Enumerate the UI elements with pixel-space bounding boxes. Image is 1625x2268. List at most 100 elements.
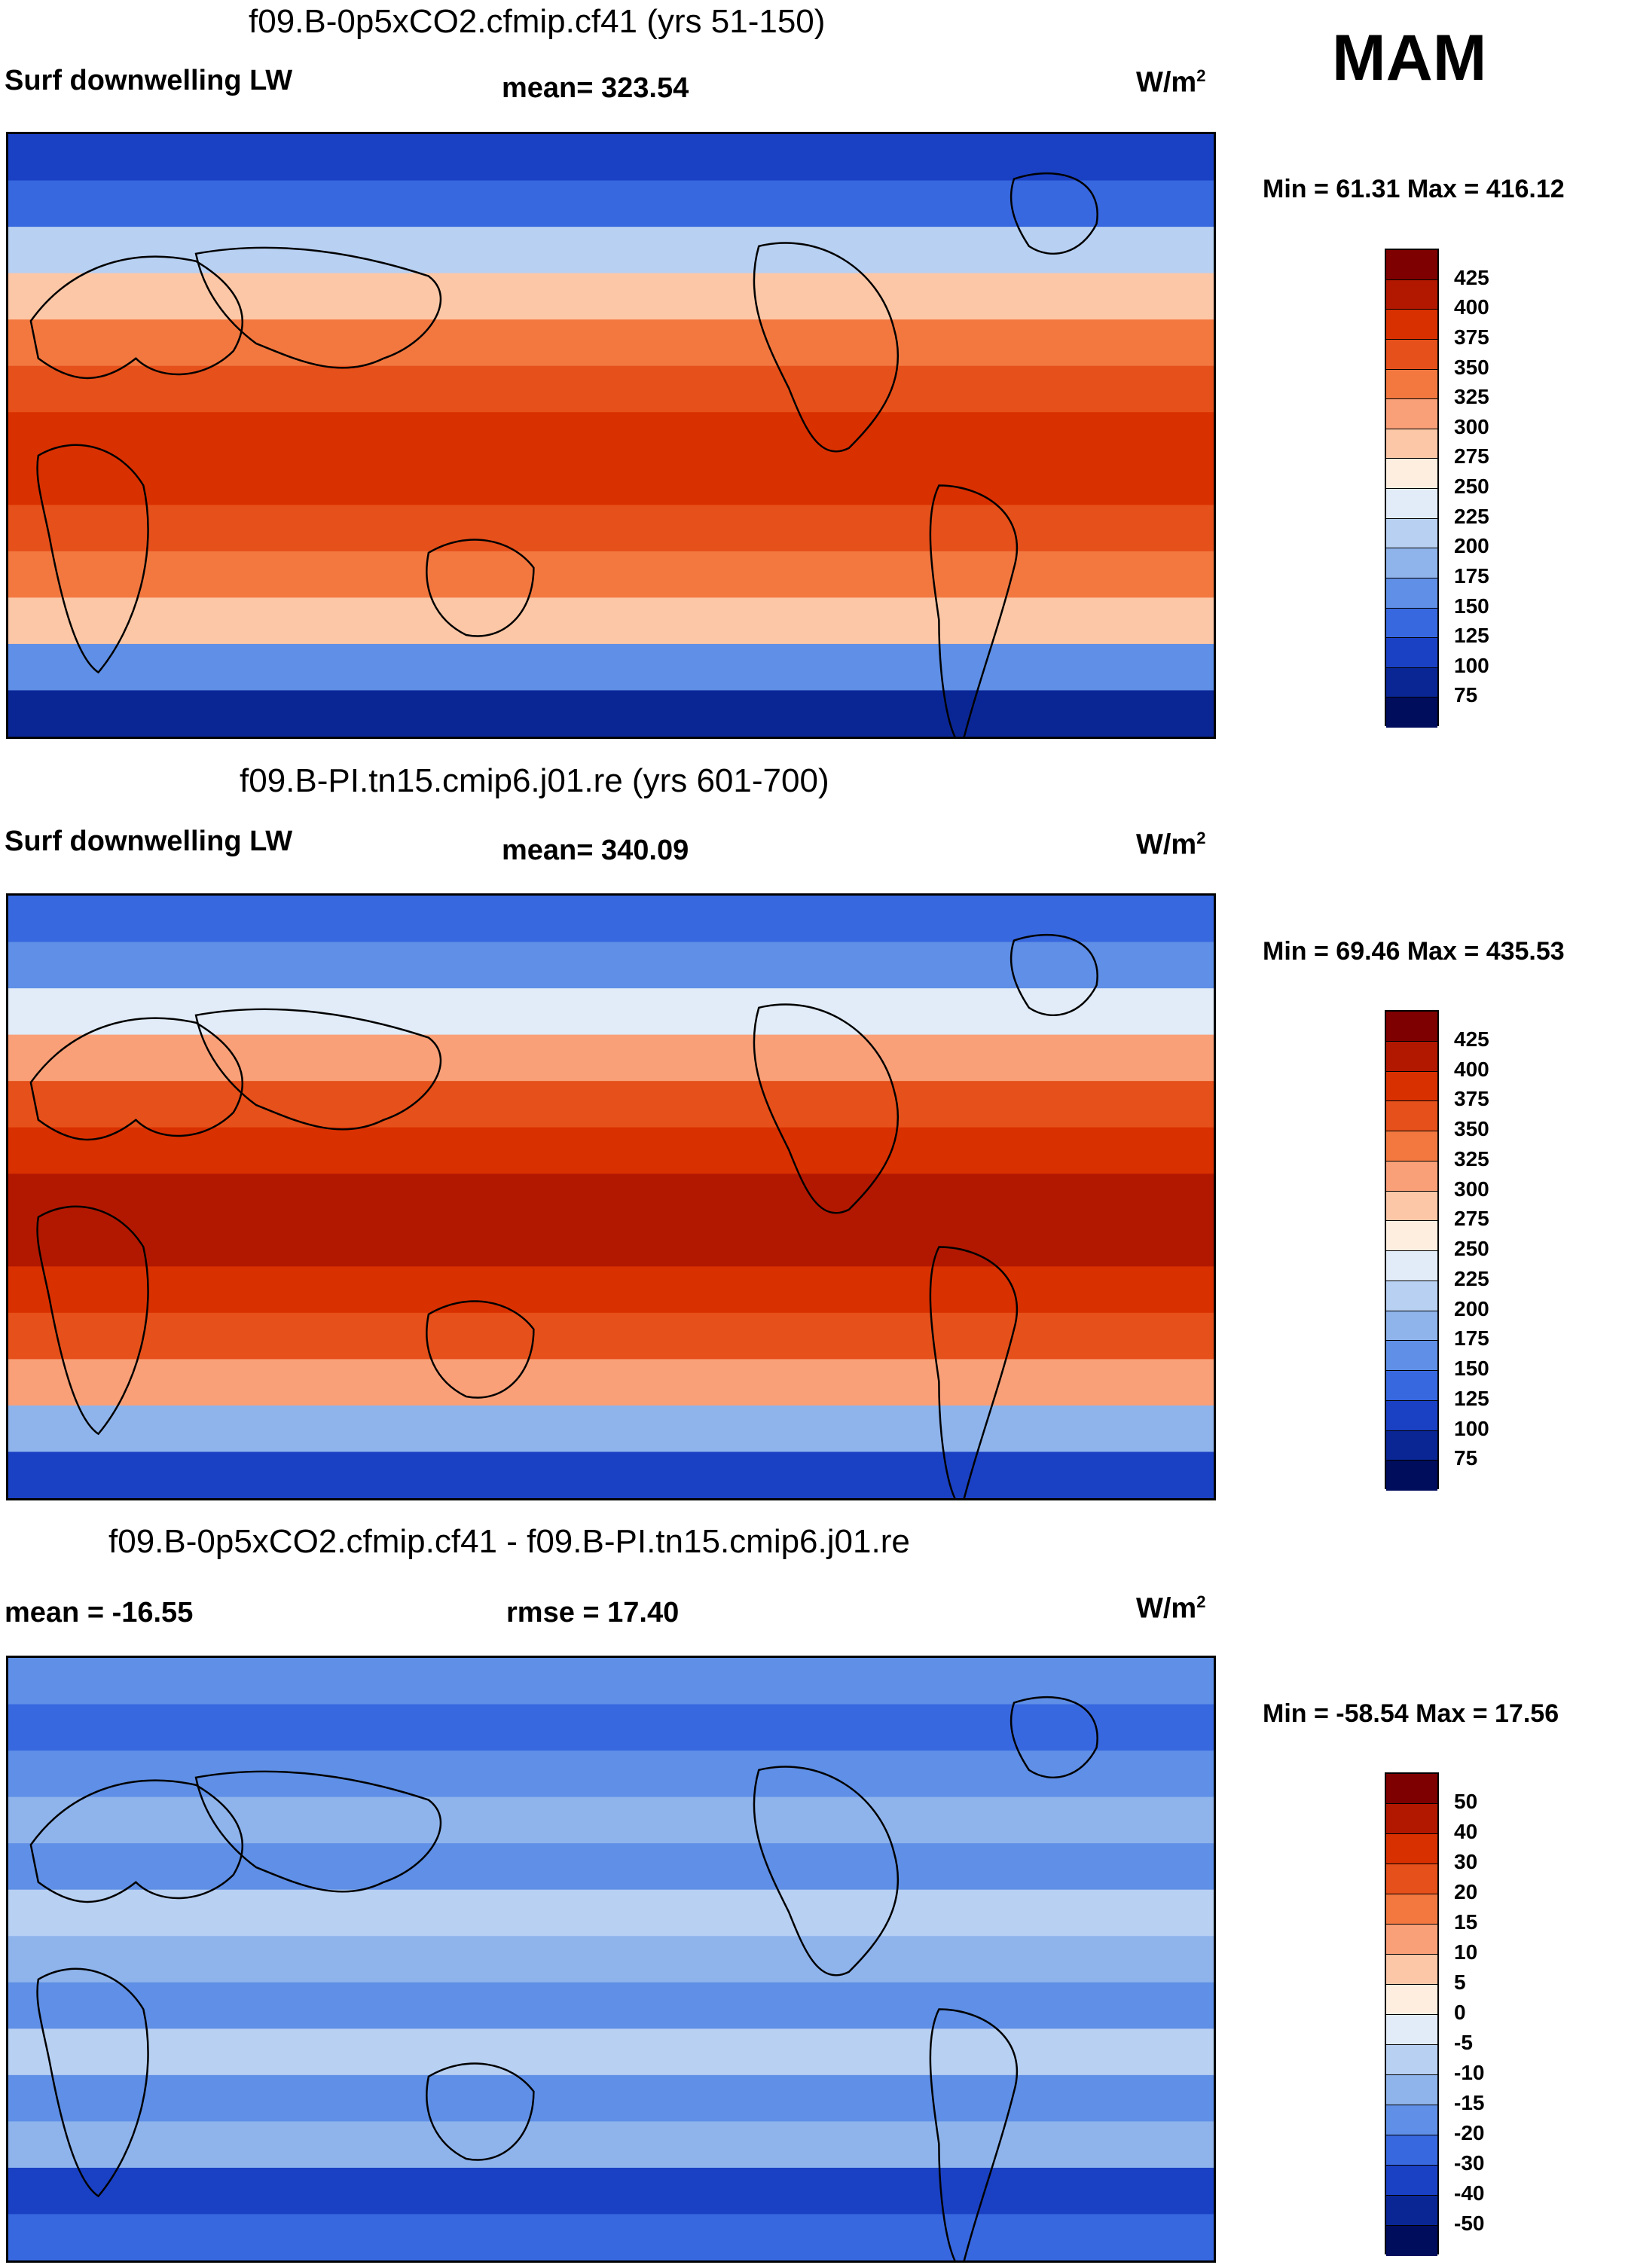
panel-3-rmse-label: rmse = 17.40 (506, 1597, 680, 1629)
coastline (426, 539, 535, 637)
colorbar-tick-label: 350 (1454, 355, 1489, 379)
colorbar-tick-label: 5 (1454, 1970, 1466, 1994)
colorbar-segment (1386, 279, 1437, 310)
colorbar-segment (1386, 2075, 1437, 2105)
field-band (8, 134, 1214, 182)
colorbar-tick-label: 175 (1454, 563, 1489, 588)
colorbar-segment (1386, 1925, 1437, 1955)
colorbar-tick-label: 50 (1454, 1790, 1478, 1813)
colorbar-segment (1386, 1985, 1437, 2015)
colorbar-segment (1386, 638, 1437, 668)
colorbar-tick-label: 100 (1454, 653, 1489, 677)
field-band (8, 365, 1214, 414)
colorbar-segment (1386, 2226, 1437, 2256)
colorbar-tick-label: 250 (1454, 1237, 1489, 1260)
colorbar-segment (1386, 2105, 1437, 2135)
colorbar-tick-label: 40 (1454, 1820, 1478, 1843)
colorbar-segment (1386, 667, 1437, 698)
colorbar-tick-label: 30 (1454, 1850, 1478, 1873)
colorbar-tick-label: -10 (1454, 2061, 1485, 2084)
colorbar-segment (1386, 310, 1437, 340)
field-band (8, 1843, 1214, 1891)
panel-2-min-max: Min = 69.46 Max = 435.53 (1263, 937, 1565, 966)
colorbar-segment (1386, 1864, 1437, 1894)
coastline (929, 2008, 1019, 2260)
coastline (194, 1770, 442, 1893)
field-band (8, 227, 1214, 274)
colorbar-tick-label: 125 (1454, 624, 1489, 648)
colorbar-tick-label: 150 (1454, 1357, 1489, 1380)
field-band (8, 1936, 1214, 1983)
colorbar-segment (1386, 250, 1437, 280)
field-band (8, 1359, 1214, 1406)
colorbar-segment (1386, 2166, 1437, 2196)
coastline (929, 484, 1019, 737)
colorbar-segment (1386, 1101, 1437, 1131)
colorbar-tick-label: 100 (1454, 1416, 1489, 1440)
season-label: MAM (1332, 22, 1487, 94)
field-band (8, 1219, 1214, 1268)
colorbar-segment (1386, 697, 1437, 728)
field-band (8, 988, 1214, 1036)
field-band (8, 1796, 1214, 1845)
colorbar-tick-label: 175 (1454, 1326, 1489, 1351)
field-band (8, 1405, 1214, 1453)
panel-3-units: W/m2 (1136, 1592, 1206, 1625)
field-band (8, 412, 1214, 459)
panel-1-map-svg (8, 134, 1214, 737)
field-band (8, 2028, 1214, 2076)
field-band (8, 1658, 1214, 1705)
field-band (8, 2214, 1214, 2260)
colorbar-tick-label: 400 (1454, 1057, 1489, 1081)
panel-3-colorbar (1385, 1772, 1439, 2256)
colorbar-segment (1386, 2045, 1437, 2075)
panel-3-mean-label: mean = -16.55 (5, 1597, 194, 1629)
colorbar-segment (1386, 1430, 1437, 1461)
colorbar-tick-label: 325 (1454, 1146, 1489, 1171)
colorbar-tick-label: 300 (1454, 1177, 1489, 1201)
colorbar-segment (1386, 1191, 1437, 1222)
coastline (753, 242, 899, 453)
colorbar-segment (1386, 578, 1437, 609)
coastline (929, 1246, 1019, 1498)
colorbar-segment (1386, 608, 1437, 639)
colorbar-segment (1386, 1131, 1437, 1161)
colorbar-tick-label: -20 (1454, 2121, 1485, 2144)
panel-2-map (6, 893, 1216, 1500)
colorbar-segment (1386, 1221, 1437, 1251)
colorbar-segment (1386, 1834, 1437, 1864)
coastline (36, 1205, 149, 1436)
coastline (194, 1008, 442, 1131)
colorbar-segment (1386, 518, 1437, 549)
field-band (8, 2167, 1214, 2215)
colorbar-tick-label: 250 (1454, 475, 1489, 498)
colorbar-tick-label: -15 (1454, 2091, 1485, 2114)
colorbar-segment (1386, 1012, 1437, 1042)
panel-3-title: f09.B-0p5xCO2.cfmip.cf41 - f09.B-PI.tn15… (108, 1523, 910, 1560)
colorbar-tick-label: -30 (1454, 2151, 1485, 2175)
colorbar-segment (1386, 1281, 1437, 1311)
colorbar-tick-label: 20 (1454, 1880, 1478, 1903)
field-band (8, 1751, 1214, 1798)
coastline (753, 1003, 899, 1214)
coastline (1010, 934, 1098, 1017)
field-band (8, 2121, 1214, 2169)
colorbar-segment (1386, 1955, 1437, 1985)
field-band (8, 1982, 1214, 2030)
colorbar-tick-label: -50 (1454, 2212, 1485, 2235)
colorbar-segment (1386, 429, 1437, 459)
field-band (8, 1174, 1214, 1221)
colorbar-tick-label: 325 (1454, 385, 1489, 409)
field-band (8, 896, 1214, 943)
colorbar-segment (1386, 1311, 1437, 1342)
colorbar-tick-label: 0 (1454, 2001, 1466, 2024)
panel-2-colorbar (1385, 1010, 1439, 1491)
field-band (8, 273, 1214, 321)
colorbar-tick-label: 225 (1454, 504, 1489, 528)
colorbar-tick-label: 200 (1454, 534, 1489, 558)
coastline (29, 1779, 243, 1903)
colorbar-segment (1386, 1041, 1437, 1072)
colorbar-tick-label: 425 (1454, 1027, 1489, 1051)
colorbar-segment (1386, 459, 1437, 489)
colorbar-segment (1386, 1341, 1437, 1371)
